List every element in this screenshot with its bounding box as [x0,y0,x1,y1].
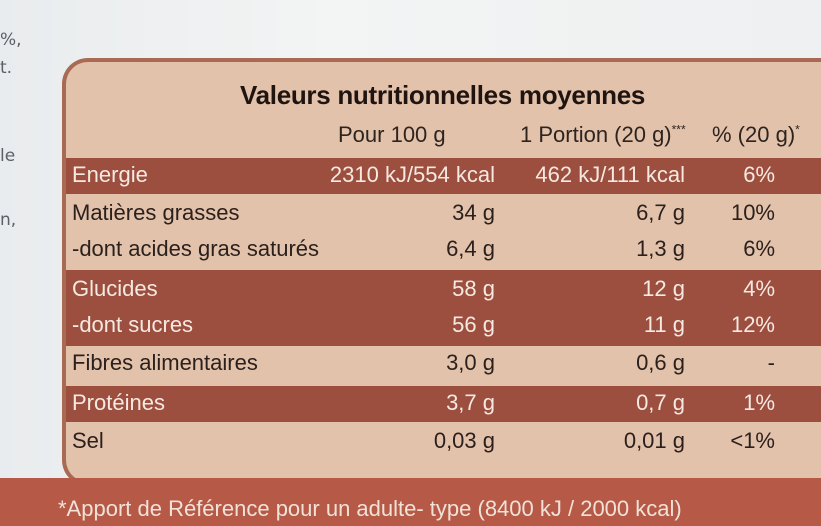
table-row: Energie 2310 kJ/554 kcal 462 kJ/111 kcal… [66,158,821,194]
footnote: *Apport de Référence pour un adulte- typ… [58,496,682,521]
footer-band [0,478,821,526]
table-row: Matières grasses 34 g 6,7 g 10% [66,196,821,232]
table-row: -dont sucres 56 g 11 g 12% [66,308,821,344]
value-per100: 56 g [452,312,495,337]
value-portion: 0,01 g [623,428,685,453]
value-pct: - [767,350,775,375]
value-portion: 6,7 g [636,200,685,225]
row-label: Energie [72,162,148,187]
row-label: -dont sucres [72,312,194,337]
value-per100: 6,4 g [446,236,495,261]
row-label: Matières grasses [72,200,240,225]
row-label: Glucides [72,276,158,301]
value-per100: 58 g [452,276,495,301]
edge-fragment: %, [0,30,22,50]
edge-fragment: n, [0,210,17,230]
row-label: Fibres alimentaires [72,350,258,375]
row-label: Protéines [72,390,165,415]
value-pct: 1% [743,390,775,415]
table-row: Protéines 3,7 g 0,7 g 1% [66,386,821,422]
table-row: Sel 0,03 g 0,01 g <1% [66,424,821,460]
value-pct: 4% [743,276,775,301]
table-row: Fibres alimentaires 3,0 g 0,6 g - [66,346,821,382]
table-row: Glucides 58 g 12 g 4% [66,272,821,308]
value-per100: 0,03 g [433,428,495,453]
col-head-pct: % (20 g)* [712,122,800,147]
value-portion: 1,3 g [636,236,685,261]
col-head-portion: 1 Portion (20 g)*** [520,122,686,147]
table-row: -dont acides gras saturés 6,4 g 1,3 g 6% [66,232,821,268]
table-title: Valeurs nutritionnelles moyennes [240,80,646,110]
row-label: Sel [72,428,104,453]
value-portion: 12 g [642,276,685,301]
value-portion: 0,6 g [636,350,685,375]
value-per100: 34 g [452,200,495,225]
value-portion: 462 kJ/111 kcal [535,162,685,187]
value-per100: 2310 kJ/554 kcal [329,162,495,187]
value-per100: 3,0 g [446,350,495,375]
value-per100: 3,7 g [446,390,495,415]
value-pct: 6% [743,162,775,187]
edge-fragment: le [0,146,16,166]
edge-fragment: t. [0,58,13,78]
value-portion: 11 g [643,312,685,337]
value-pct: 6% [743,236,775,261]
row-label: -dont acides gras saturés [72,236,320,261]
table-row-group [66,270,821,346]
value-pct: <1% [730,428,775,453]
value-pct: 10% [730,200,775,225]
value-pct: 12% [730,312,775,337]
value-portion: 0,7 g [636,390,685,415]
col-head-per100: Pour 100 g [338,122,446,147]
